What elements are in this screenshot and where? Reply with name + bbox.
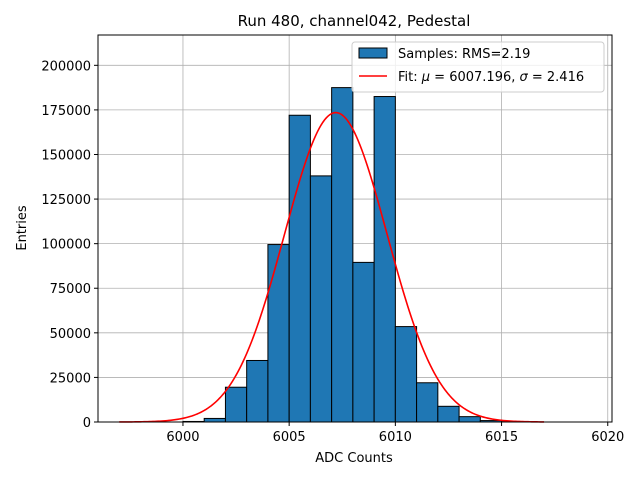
plot-frame: [97, 34, 613, 423]
y-tick-label: 125000: [41, 193, 91, 208]
histogram-bar: [309, 175, 333, 423]
legend-fit-label: Fit: μ = 6007.196, σ = 2.416: [398, 70, 584, 85]
x-tick-label: 6005: [273, 430, 306, 445]
y-tick-label: 25000: [50, 371, 91, 386]
legend-mu-value: = 6007.196,: [430, 70, 519, 85]
y-tick-label: 50000: [50, 327, 91, 342]
legend-fit-prefix: Fit:: [398, 70, 422, 85]
histogram-bar: [352, 261, 375, 423]
legend-sigma-value: = 2.416: [528, 70, 584, 85]
y-axis-title: Entries: [15, 205, 30, 251]
histogram-bar: [416, 382, 439, 423]
histogram-bar: [373, 96, 396, 423]
x-axis-ticks: 6000 6005 6010 6015 6020: [166, 422, 624, 445]
histogram-bar: [394, 326, 418, 423]
x-tick-label: 6010: [379, 430, 412, 445]
legend-samples-patch: [358, 47, 388, 59]
y-tick-label: 0: [83, 416, 91, 431]
legend-samples-label: Samples: RMS=2.19: [398, 47, 530, 62]
fit-curve: [119, 111, 545, 423]
histogram-bar: [437, 405, 460, 423]
y-tick-label: 200000: [41, 59, 91, 74]
histogram-bar: [288, 114, 311, 423]
x-axis-title: ADC Counts: [315, 451, 393, 466]
chart-title: Run 480, channel042, Pedestal: [238, 12, 471, 30]
legend: Samples: RMS=2.19 Fit: μ = 6007.196, σ =…: [351, 41, 605, 93]
y-tick-label: 75000: [50, 282, 91, 297]
y-tick-label: 150000: [41, 148, 91, 163]
x-tick-label: 6015: [485, 430, 518, 445]
histogram-bar: [267, 244, 290, 423]
x-tick-label: 6000: [166, 430, 199, 445]
legend-sigma-symbol: σ: [520, 70, 529, 85]
histogram-bar: [331, 87, 354, 423]
legend-mu-symbol: μ: [421, 70, 430, 85]
y-tick-label: 100000: [41, 238, 91, 253]
histogram-bar: [458, 416, 481, 423]
histogram-bars: [182, 87, 524, 423]
y-axis-ticks: 0 25000 50000 75000 100000 125000 150000 175000…: [41, 59, 98, 431]
x-tick-label: 6020: [591, 430, 624, 445]
histogram-bar: [224, 386, 248, 423]
legend-box: [351, 41, 605, 93]
histogram-bar: [203, 417, 226, 423]
y-tick-label: 175000: [41, 104, 91, 119]
histogram-bar: [246, 359, 269, 423]
